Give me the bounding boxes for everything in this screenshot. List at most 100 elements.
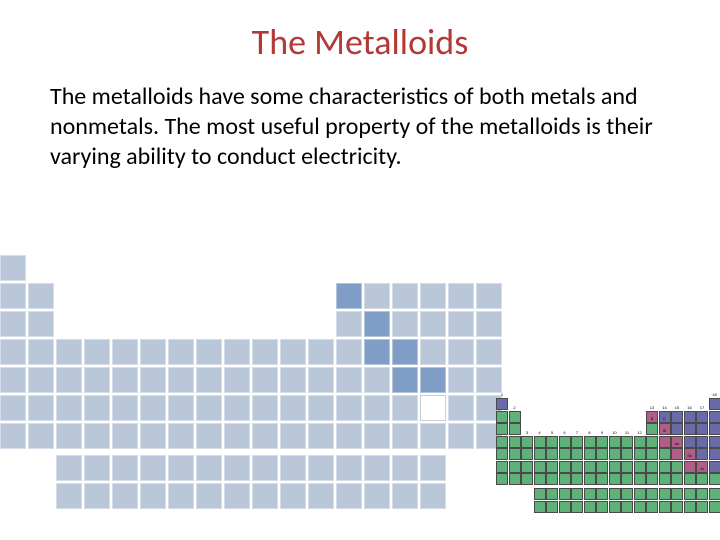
mini-pt-fcell <box>621 488 633 500</box>
mini-group-label: 2 <box>510 406 520 410</box>
mini-pt-cell <box>521 461 533 473</box>
pt-cell <box>448 395 474 421</box>
pt-cell <box>84 367 110 393</box>
mini-pt-cell <box>571 473 583 485</box>
mini-pt-cell <box>584 461 596 473</box>
mini-pt-fcell <box>584 501 596 513</box>
pt-cell <box>28 423 54 449</box>
pt-cell <box>280 283 306 309</box>
pt-cell <box>392 339 418 365</box>
pt-fcell <box>168 483 194 509</box>
pt-cell <box>420 367 446 393</box>
mini-group-label: 13 <box>647 406 657 410</box>
big-periodic-table <box>0 255 502 509</box>
mini-pt-cell <box>509 423 521 435</box>
mini-pt-cell <box>496 461 508 473</box>
mini-pt-cell <box>571 448 583 460</box>
pt-cell <box>308 283 334 309</box>
pt-fcell <box>224 455 250 481</box>
pt-cell <box>308 255 334 281</box>
pt-cell <box>84 423 110 449</box>
mini-pt-cell <box>584 411 596 423</box>
mini-pt-fcell <box>659 488 671 500</box>
pt-cell <box>140 423 166 449</box>
mini-pt-cell <box>609 398 621 410</box>
mini-pt-cell <box>596 448 608 460</box>
mini-pt-fcell <box>646 501 658 513</box>
pt-fcell <box>308 455 334 481</box>
mini-pt-cell <box>709 411 720 423</box>
mini-group-label: 16 <box>685 406 695 410</box>
mini-pt-cell <box>534 398 546 410</box>
pt-cell <box>56 367 82 393</box>
mini-pt-cell <box>709 461 720 473</box>
pt-cell <box>364 311 390 337</box>
mini-pt-cell: 1 <box>496 398 508 410</box>
pt-cell <box>308 339 334 365</box>
mini-pt-cell <box>696 436 708 448</box>
pt-cell <box>308 395 334 421</box>
mini-symbol: As <box>672 443 682 447</box>
pt-cell <box>0 367 26 393</box>
pt-cell <box>84 255 110 281</box>
mini-pt-cell <box>659 436 671 448</box>
pt-cell <box>140 283 166 309</box>
pt-cell <box>168 423 194 449</box>
mini-pt-cell <box>634 448 646 460</box>
mini-pt-cell: 13B <box>646 411 658 423</box>
mini-pt-cell: 9 <box>596 436 608 448</box>
pt-cell <box>56 395 82 421</box>
mini-pt-cell: 15 <box>671 411 683 423</box>
mini-pt-cell: Sb <box>684 448 696 460</box>
mini-pt-fcell <box>559 488 571 500</box>
pt-cell <box>476 255 502 281</box>
pt-cell <box>84 339 110 365</box>
pt-fcell <box>252 483 278 509</box>
pt-fcell <box>280 455 306 481</box>
mini-pt-cell <box>621 461 633 473</box>
pt-fcell <box>84 483 110 509</box>
mini-pt-cell <box>696 473 708 485</box>
mini-pt-fcell <box>534 488 546 500</box>
mini-pt-cell <box>546 448 558 460</box>
mini-pt-cell <box>684 436 696 448</box>
mini-pt-cell <box>709 473 720 485</box>
mini-symbol: At <box>697 468 707 472</box>
pt-cell <box>392 255 418 281</box>
mini-pt-cell: 11 <box>621 436 633 448</box>
mini-pt-fcell <box>571 488 583 500</box>
mini-pt-cell <box>546 461 558 473</box>
pt-cell <box>448 255 474 281</box>
pt-fcell <box>364 455 390 481</box>
pt-cell <box>112 311 138 337</box>
mini-pt-fcell <box>684 501 696 513</box>
pt-cell <box>196 255 222 281</box>
mini-pt-cell: 18 <box>709 398 720 410</box>
pt-cell <box>168 339 194 365</box>
mini-pt-cell <box>646 436 658 448</box>
mini-pt-cell <box>634 461 646 473</box>
mini-pt-cell <box>571 461 583 473</box>
mini-symbol: Sb <box>685 455 695 459</box>
pt-fcell <box>112 455 138 481</box>
pt-cell <box>392 395 418 421</box>
mini-pt-cell <box>646 473 658 485</box>
pt-cell <box>196 283 222 309</box>
pt-cell <box>252 283 278 309</box>
pt-cell <box>196 423 222 449</box>
pt-cell <box>196 395 222 421</box>
pt-fcell <box>196 483 222 509</box>
mini-pt-cell <box>546 411 558 423</box>
pt-cell <box>56 311 82 337</box>
mini-pt-cell <box>559 473 571 485</box>
mini-group-label: 4 <box>535 431 545 435</box>
mini-pt-cell: Si <box>659 423 671 435</box>
pt-cell <box>224 367 250 393</box>
mini-pt-fcell <box>596 488 608 500</box>
mini-group-label: 6 <box>560 431 570 435</box>
mini-pt-cell <box>521 473 533 485</box>
mini-pt-cell <box>709 436 720 448</box>
pt-cell <box>28 283 54 309</box>
mini-pt-cell <box>584 448 596 460</box>
pt-cell <box>28 395 54 421</box>
